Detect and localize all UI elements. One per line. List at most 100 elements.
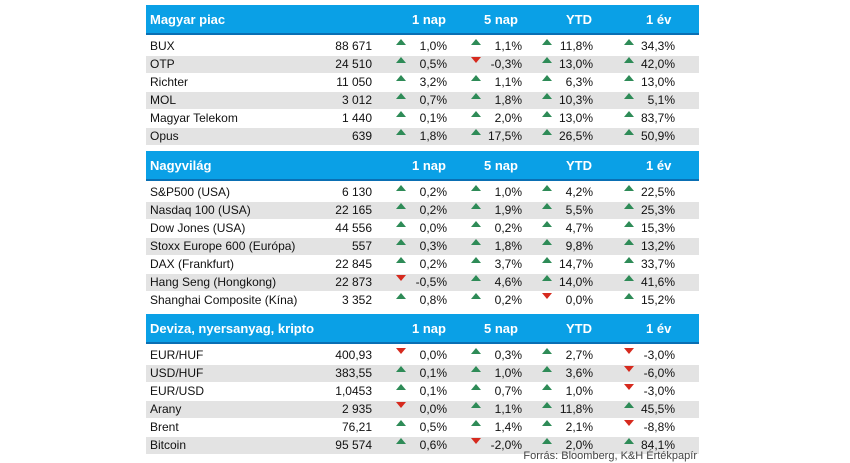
change-d5: 2,0% [494, 111, 522, 125]
table-row: Stoxx Europe 600 (Európa) 557 0,3% 1,8% 9,8%… [146, 238, 699, 256]
change-d1: 0,2% [419, 203, 447, 217]
change-y1: 34,3% [640, 39, 675, 53]
change-y1: 41,6% [640, 275, 675, 289]
arrow-up-icon [624, 93, 634, 99]
arrow-up-icon [624, 203, 634, 209]
row-value: 6 130 [341, 185, 372, 199]
change-y1: -3,0% [643, 384, 675, 398]
table-row: Brent 76,21 0,5% 1,4% 2,1% -8,8% [146, 419, 699, 437]
change-y1: 13,0% [640, 75, 675, 89]
change-d5: 1,8% [494, 239, 522, 253]
change-y1: 5,1% [647, 93, 675, 107]
arrow-up-icon [624, 111, 634, 117]
arrow-up-icon [396, 366, 406, 372]
arrow-down-icon [471, 57, 481, 63]
row-value: 88 671 [335, 39, 372, 53]
arrow-up-icon [471, 203, 481, 209]
arrow-up-icon [624, 239, 634, 245]
table-row: EUR/USD 1,0453 0,1% 0,7% 1,0% -3,0% [146, 383, 699, 401]
column-header: 1 nap [412, 12, 446, 27]
column-header: 1 nap [412, 321, 446, 336]
arrow-up-icon [624, 402, 634, 408]
table-row: Dow Jones (USA) 44 556 0,0% 0,2% 4,7% 15,3% [146, 220, 699, 238]
change-d5: 1,9% [494, 203, 522, 217]
arrow-up-icon [542, 239, 552, 245]
table-row: Arany 2 935 0,0% 1,1% 11,8% 45,5% [146, 401, 699, 419]
change-d5: 0,3% [494, 348, 522, 362]
change-d1: 0,0% [419, 221, 447, 235]
column-header: YTD [566, 158, 592, 173]
change-d5: -0,3% [490, 57, 522, 71]
section-0: Magyar piac 1 nap 5 nap YTD 1 év BUX 88 671 1,0… [146, 5, 699, 146]
row-name: Magyar Telekom [150, 111, 238, 125]
change-d1: 0,3% [419, 239, 447, 253]
arrow-up-icon [542, 384, 552, 390]
arrow-up-icon [396, 203, 406, 209]
row-name: Dow Jones (USA) [150, 221, 246, 235]
change-d5: 1,0% [494, 366, 522, 380]
arrow-up-icon [624, 75, 634, 81]
change-ytd: 2,0% [565, 438, 593, 452]
row-name: Richter [150, 75, 189, 89]
change-ytd: 11,8% [559, 39, 593, 53]
table-row: Opus 639 1,8% 17,5% 26,5% 50,9% [146, 128, 699, 146]
table-row: DAX (Frankfurt) 22 845 0,2% 3,7% 14,7% 33,7% [146, 256, 699, 274]
change-d1: 0,5% [419, 57, 447, 71]
change-d1: 3,2% [419, 75, 447, 89]
change-d1: 0,2% [419, 185, 447, 199]
change-d5: 4,6% [494, 275, 522, 289]
arrow-up-icon [624, 39, 634, 45]
arrow-up-icon [624, 57, 634, 63]
arrow-up-icon [624, 275, 634, 281]
change-ytd: 13,0% [558, 57, 593, 71]
arrow-up-icon [471, 275, 481, 281]
column-header: 1 év [646, 158, 672, 173]
change-ytd: 1,0% [565, 384, 593, 398]
arrow-up-icon [542, 129, 552, 135]
change-d5: 3,7% [494, 257, 522, 271]
change-d1: -0,5% [415, 275, 447, 289]
change-y1: 84,1% [640, 438, 675, 452]
change-y1: 83,7% [640, 111, 675, 125]
row-value: 400,93 [335, 348, 372, 362]
section-header: Deviza, nyersanyag, kripto 1 nap 5 nap YTD 1… [146, 314, 699, 344]
change-d1: 0,1% [419, 111, 447, 125]
arrow-up-icon [624, 185, 634, 191]
change-d1: 0,2% [419, 257, 447, 271]
arrow-down-icon [624, 384, 634, 390]
change-ytd: 4,2% [565, 185, 593, 199]
table-row: MOL 3 012 0,7% 1,8% 10,3% 5,1% [146, 92, 699, 110]
change-y1: 45,5% [640, 402, 675, 416]
arrow-up-icon [624, 221, 634, 227]
arrow-up-icon [471, 129, 481, 135]
arrow-up-icon [396, 221, 406, 227]
change-y1: -8,8% [643, 420, 675, 434]
table-row: Richter 11 050 3,2% 1,1% 6,3% 13,0% [146, 74, 699, 92]
row-name: BUX [150, 39, 175, 53]
column-header: 1 év [646, 12, 672, 27]
row-name: EUR/HUF [150, 348, 204, 362]
change-y1: 25,3% [640, 203, 675, 217]
arrow-down-icon [624, 366, 634, 372]
row-value: 11 050 [336, 75, 372, 89]
section-header: Magyar piac 1 nap 5 nap YTD 1 év [146, 5, 699, 35]
arrow-up-icon [542, 257, 552, 263]
change-d1: 0,5% [419, 420, 447, 434]
change-d5: 1,8% [494, 93, 522, 107]
arrow-up-icon [396, 129, 406, 135]
arrow-up-icon [396, 384, 406, 390]
section-title: Nagyvilág [150, 158, 212, 173]
arrow-up-icon [396, 111, 406, 117]
arrow-up-icon [471, 293, 481, 299]
arrow-up-icon [471, 111, 481, 117]
column-header: 1 év [646, 321, 672, 336]
change-d5: 1,1% [494, 39, 522, 53]
row-name: Opus [150, 129, 179, 143]
row-value: 2 935 [341, 402, 372, 416]
table-row: OTP 24 510 0,5% -0,3% 13,0% 42,0% [146, 56, 699, 74]
change-ytd: 5,5% [565, 203, 593, 217]
row-name: Nasdaq 100 (USA) [150, 203, 251, 217]
row-name: Brent [150, 420, 179, 434]
row-value: 383,55 [335, 366, 372, 380]
arrow-up-icon [396, 239, 406, 245]
